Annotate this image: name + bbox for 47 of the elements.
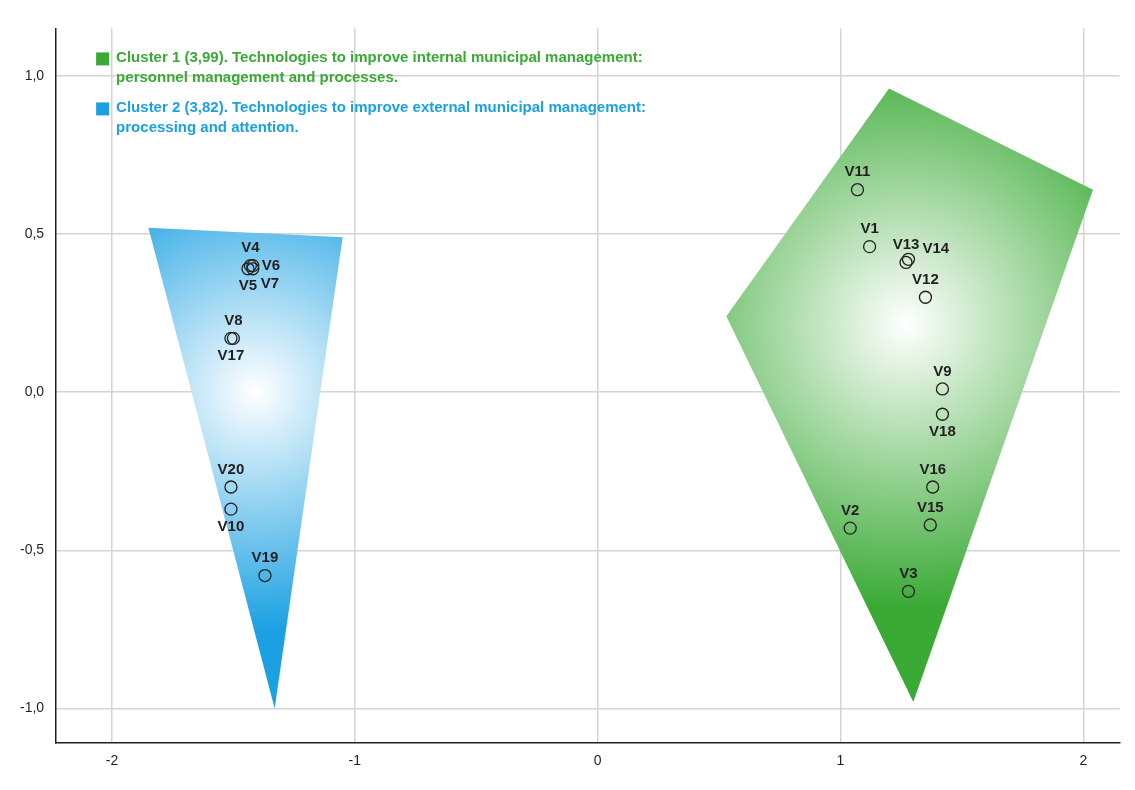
point [901, 584, 916, 599]
legend-label: Cluster 2 (3,82). Technologies to improve external municipal management: processing and attention. [116, 98, 646, 136]
x-tick-label: 1 [836, 752, 845, 769]
data-label: V13 [892, 235, 920, 253]
x-tick-label: -1 [348, 752, 362, 769]
point [935, 407, 950, 421]
data-label: V20 [217, 459, 245, 477]
data-label: V1 [860, 219, 879, 237]
data-label: V9 [933, 361, 952, 379]
point [258, 568, 272, 583]
point [224, 480, 238, 494]
data-label: V5 [238, 276, 258, 294]
x-tick-label: 2 [1079, 752, 1088, 769]
data-label: V19 [251, 548, 279, 566]
y-tick-label: 0,5 [24, 224, 45, 241]
y-tick-label: 0,0 [24, 382, 45, 399]
point [246, 262, 260, 276]
point [850, 183, 865, 197]
data-label: V15 [916, 497, 944, 515]
point [224, 502, 238, 516]
y-tick-label: -1,0 [20, 699, 45, 716]
data-label: V2 [840, 500, 860, 518]
data-label: V12 [912, 269, 939, 287]
point [923, 518, 937, 532]
point [862, 239, 877, 254]
x-tick-label: -2 [105, 752, 119, 769]
point [241, 262, 255, 276]
data-label: V16 [919, 459, 947, 477]
data-label: V11 [844, 162, 871, 180]
point [926, 480, 940, 494]
data-label: V18 [929, 421, 956, 439]
point [901, 252, 916, 266]
data-label: V14 [922, 239, 950, 257]
point [899, 255, 913, 270]
data-label: V6 [261, 255, 281, 273]
y-tick-label: 1,0 [24, 66, 45, 83]
data-label: V17 [217, 346, 245, 363]
point [843, 521, 857, 535]
point [918, 290, 933, 304]
data-label: V7 [260, 274, 280, 292]
data-label: V4 [241, 238, 261, 256]
data-label: V3 [899, 564, 918, 582]
y-tick-label: -0,5 [20, 541, 45, 558]
data-label: V8 [224, 311, 243, 328]
x-tick-label: 0 [593, 752, 602, 769]
point [935, 382, 950, 396]
legend-label: Cluster 1 (3,99). Technologies to improve internal municipal management: personnel management and processes. [116, 48, 643, 86]
